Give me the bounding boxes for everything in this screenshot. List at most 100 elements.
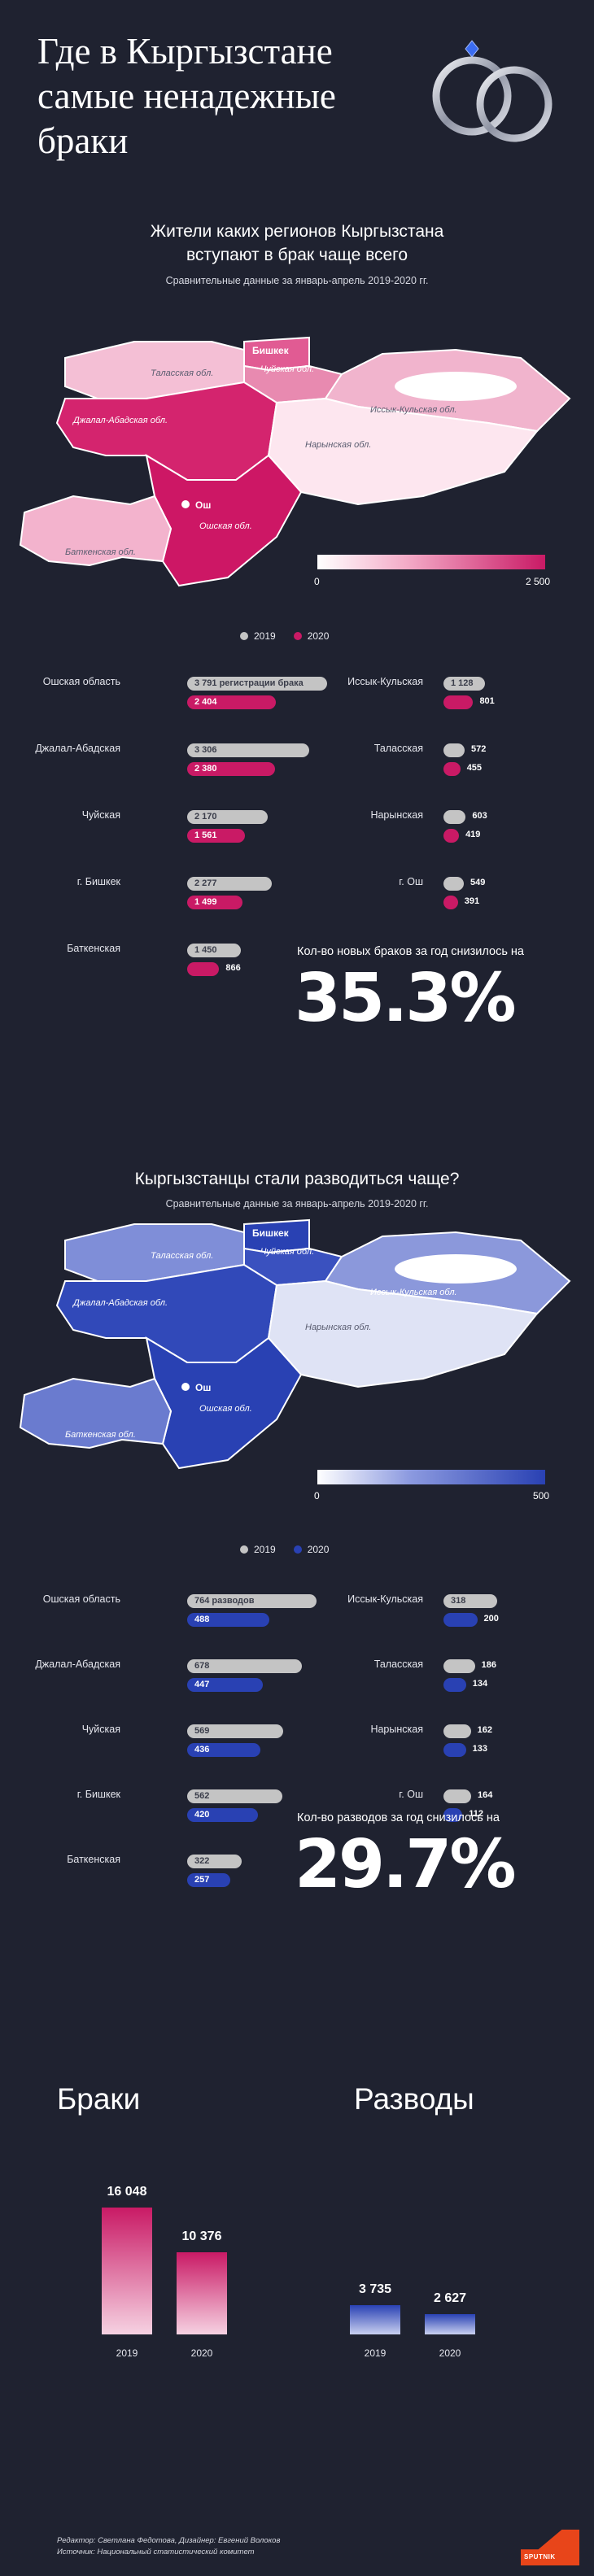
divorces-map: Таласская обл. Бишкек Чуйская обл. Иссык… (19, 1218, 571, 1470)
bar-2020: 420 (187, 1808, 259, 1822)
bar-category-label: Нарынская (370, 809, 423, 821)
bar-2020 (443, 829, 460, 843)
credits-editor: Редактор: Светлана Федотова, Дизайнер: Е… (57, 2536, 281, 2545)
totals-value-label: 10 376 (181, 2229, 222, 2244)
bar-2020: 2 404 (187, 695, 277, 709)
divorces-percent: 29.7% (295, 1826, 516, 1903)
map-region-batken (19, 495, 173, 567)
totals-bar-2019 (350, 2304, 400, 2334)
bar-2019: 3 306 (187, 743, 310, 757)
data-label-2020: 200 (483, 1614, 499, 1624)
sputnik-logo: SPUTNIK (521, 2530, 579, 2565)
totals-bar-2019 (102, 2208, 152, 2334)
bar-2019 (443, 1659, 475, 1673)
divorces-caption: Кол-во разводов за год снизилось на (297, 1811, 500, 1824)
totals-divorces-heading: Разводы (354, 2082, 474, 2116)
data-label-2019: 186 (481, 1660, 496, 1670)
bar-2019 (443, 743, 465, 757)
bar-category-label: г. Бишкек (76, 876, 120, 887)
bar-category-label: Чуйская (81, 1724, 120, 1735)
wedding-rings-icon (432, 40, 553, 142)
data-label-2020: 134 (472, 1679, 488, 1689)
totals-value-label: 16 048 (107, 2185, 147, 2199)
bar-2019 (443, 810, 466, 824)
data-label-2020: 133 (472, 1744, 487, 1754)
bar-2019: 322 (187, 1855, 242, 1868)
bar-2020: 488 (187, 1613, 270, 1627)
map-label-osh: Ошская обл. (199, 1404, 252, 1414)
page-title: Где в Кыргызстане самые ненадежные браки (37, 31, 336, 161)
bar-2019: 2 170 (187, 810, 268, 824)
map-region-jalalabad (55, 381, 278, 481)
map-marker-osh-city (181, 500, 190, 508)
marriages-legend: 2019 2020 (240, 630, 329, 642)
bar-2019: 678 (187, 1659, 302, 1673)
totals-value-label: 3 735 (358, 2282, 392, 2296)
map-label-osh-city: Ош (195, 1382, 211, 1393)
bar-2020 (443, 762, 461, 776)
totals-year-label: 2020 (190, 2347, 213, 2359)
totals-value-label: 2 627 (433, 2291, 467, 2305)
map-label-jalalabad: Джалал-Абадская обл. (72, 1298, 168, 1308)
bar-2019: 569 (187, 1724, 284, 1738)
bar-2019: 1 450 (187, 944, 241, 957)
lake-issykkul (395, 372, 517, 401)
bar-category-label: Иссык-Кульская (347, 1593, 423, 1605)
bar-category-label: г. Ош (399, 876, 423, 887)
data-label-2020: 391 (464, 896, 480, 906)
map-label-issykkul: Иссык-Кульская обл. (370, 405, 457, 415)
bar-2020 (443, 1743, 466, 1757)
bar-category-label: Таласская (373, 1658, 423, 1670)
bar-2019: 764 разводов (187, 1594, 317, 1608)
bar-category-label: г. Бишкек (76, 1789, 120, 1800)
bar-2020: 257 (187, 1873, 231, 1887)
lake-issykkul (395, 1254, 517, 1284)
map-label-osh: Ошская обл. (199, 521, 252, 531)
divorces-subtitle: Сравнительные данные за январь-апрель 20… (165, 1198, 429, 1210)
data-label-2019: 162 (477, 1725, 492, 1735)
bar-2019 (443, 877, 464, 891)
data-label-2020: 866 (225, 963, 241, 973)
map-marker-osh-city (181, 1383, 190, 1391)
marriages-title: Жители каких регионов Кыргызстана вступа… (150, 222, 444, 264)
map-label-osh-city: Ош (195, 499, 211, 511)
marriages-subtitle: Сравнительные данные за январь-апрель 20… (165, 275, 429, 286)
divorces-scale-min: 0 (314, 1490, 320, 1502)
bar-category-label: Таласская (373, 743, 423, 754)
map-region-batken (19, 1377, 173, 1449)
legend-item-2020: 2020 (293, 630, 329, 642)
data-label-2020: 112 (469, 1809, 483, 1819)
bar-category-label: Иссык-Кульская (347, 676, 423, 687)
map-label-bishkek: Бишкек (252, 345, 290, 356)
bar-2019: 1 128 (443, 677, 486, 691)
totals-year-label: 2020 (439, 2347, 461, 2359)
map-label-bishkek: Бишкек (252, 1227, 290, 1239)
map-label-chui: Чуйская обл. (260, 1247, 314, 1257)
totals-year-label: 2019 (364, 2347, 387, 2359)
bar-2020: 447 (187, 1678, 263, 1692)
map-label-naryn: Нарынская обл. (305, 440, 371, 450)
bar-2019: 562 (187, 1789, 282, 1803)
divorces-scale-max: 500 (533, 1490, 550, 1502)
legend-item-2019: 2019 (240, 1544, 276, 1555)
bar-category-label: Баткенская (67, 943, 120, 954)
legend-item-2019: 2019 (240, 630, 276, 642)
map-label-naryn: Нарынская обл. (305, 1323, 371, 1332)
bar-2019: 2 277 (187, 877, 272, 891)
bar-category-label: г. Ош (399, 1789, 423, 1800)
data-label-2019: 549 (470, 878, 486, 887)
bar-category-label: Ошская область (42, 1593, 120, 1605)
bar-2020 (187, 962, 220, 976)
bar-2020 (443, 1613, 478, 1627)
bar-2019 (443, 1789, 472, 1803)
bar-2020 (443, 695, 474, 709)
map-label-chui: Чуйская обл. (260, 364, 314, 374)
legend-item-2020: 2020 (293, 1544, 329, 1555)
credits: Редактор: Светлана Федотова, Дизайнер: Е… (57, 2535, 280, 2558)
bar-2020 (443, 1678, 466, 1692)
bar-category-label: Джалал-Абадская (35, 743, 120, 754)
map-label-talas: Таласская обл. (151, 1251, 213, 1261)
bar-2020: 436 (187, 1743, 261, 1757)
totals-marriages-heading: Браки (57, 2082, 141, 2116)
bar-category-label: Баткенская (67, 1854, 120, 1865)
